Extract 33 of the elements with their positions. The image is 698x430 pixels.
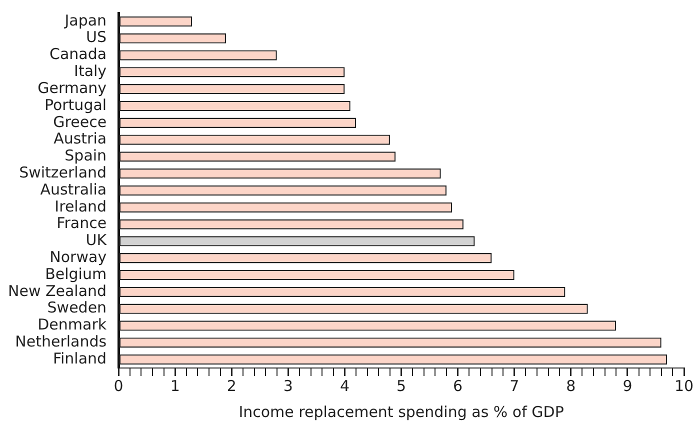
x-tick-label: 10 — [674, 376, 694, 395]
x-tick-label: 5 — [396, 376, 406, 395]
y-tick-label: Ireland — [54, 197, 107, 216]
y-tick-label: Norway — [50, 248, 107, 266]
y-tick-label: Denmark — [38, 316, 107, 334]
y-tick-label: Portugal — [44, 96, 107, 114]
y-tick-label: New Zealand — [8, 282, 107, 300]
y-tick-label: Canada — [49, 45, 107, 64]
x-tick-label: 0 — [114, 376, 124, 395]
y-tick-label: Germany — [38, 78, 107, 97]
x-tick-label: 1 — [170, 376, 180, 395]
y-tick-label: UK — [86, 231, 108, 250]
x-tick-label: 8 — [566, 376, 576, 395]
y-tick-label: Netherlands — [15, 332, 107, 351]
y-tick-label: Japan — [64, 11, 107, 30]
x-tick-label: 6 — [453, 376, 463, 395]
y-tick-label: Finland — [52, 349, 107, 368]
x-tick-label: 3 — [283, 376, 293, 395]
y-tick-label: Spain — [64, 146, 107, 165]
y-tick-label: Italy — [74, 62, 107, 80]
x-tick-label: 2 — [226, 376, 236, 395]
y-tick-label: Switzerland — [19, 163, 107, 182]
x-axis-title: Income replacement spending as % of GDP — [238, 402, 564, 421]
y-tick-label: Austria — [54, 130, 107, 148]
x-tick-label: 4 — [340, 376, 350, 395]
y-tick-label: France — [56, 214, 107, 232]
y-tick-label: Belgium — [45, 264, 107, 283]
y-tick-label: Australia — [40, 180, 107, 198]
y-tick-label: Greece — [53, 112, 107, 131]
y-tick-label: US — [86, 28, 107, 46]
y-tick-label: Sweden — [47, 298, 107, 317]
x-tick-label: 9 — [622, 376, 632, 395]
x-tick-label: 7 — [510, 376, 520, 395]
